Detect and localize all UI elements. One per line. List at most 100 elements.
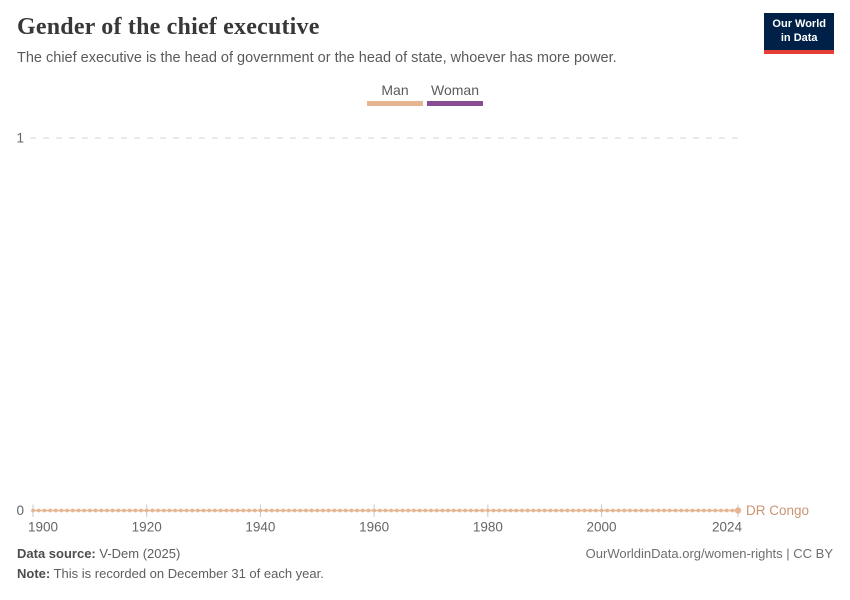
data-point-1942 (269, 508, 274, 513)
data-point-1900 (31, 508, 35, 513)
data-point-1987 (525, 508, 530, 513)
data-point-2004 (622, 508, 627, 513)
data-point-1961 (377, 508, 382, 513)
data-point-1996 (576, 508, 581, 513)
data-point-1956 (349, 508, 354, 513)
data-point-1950 (315, 508, 320, 513)
data-point-1934 (224, 508, 229, 513)
y-axis-label-0: 0 (16, 503, 24, 518)
x-axis-label-2000: 2000 (587, 520, 617, 535)
data-point-2007 (639, 508, 644, 513)
data-point-1905 (59, 508, 64, 513)
data-point-1930 (201, 508, 206, 513)
data-point-1906 (65, 508, 70, 513)
data-point-1962 (383, 508, 388, 513)
data-point-1937 (241, 508, 246, 513)
data-point-1947 (298, 508, 303, 513)
data-point-1980 (485, 508, 490, 513)
legend-item-woman[interactable]: Woman (427, 82, 483, 106)
footer-left: Data source: V-Dem (2025) Note: This is … (17, 544, 324, 584)
data-point-1931 (207, 508, 212, 513)
legend-item-man[interactable]: Man (367, 82, 423, 106)
data-point-1935 (230, 508, 234, 513)
data-point-1958 (360, 508, 365, 513)
x-axis-label-1980: 1980 (473, 520, 503, 535)
data-point-1981 (491, 508, 496, 513)
data-point-1988 (531, 508, 536, 513)
data-point-1926 (178, 508, 183, 513)
data-point-1925 (173, 508, 178, 513)
data-point-1966 (406, 508, 411, 513)
data-point-1974 (451, 508, 456, 513)
data-point-1944 (281, 508, 286, 513)
data-point-1933 (218, 508, 223, 513)
data-source-line: Data source: V-Dem (2025) (17, 544, 324, 564)
data-point-1923 (161, 508, 166, 513)
chart-subtitle: The chief executive is the head of gover… (17, 50, 617, 66)
data-point-1955 (343, 508, 348, 513)
data-point-1932 (213, 508, 217, 513)
data-point-1976 (463, 508, 467, 513)
data-point-1993 (559, 508, 564, 513)
data-point-1920 (144, 508, 149, 513)
legend-swatch (367, 101, 423, 106)
series-entity-label[interactable]: DR Congo (746, 503, 809, 518)
credit-link[interactable]: OurWorldinData.org/women-rights | CC BY (585, 546, 833, 561)
data-point-2017 (696, 508, 701, 513)
data-point-1975 (457, 508, 462, 513)
data-point-2005 (628, 508, 632, 513)
data-point-1917 (127, 508, 132, 513)
data-point-2008 (645, 508, 649, 513)
data-point-1979 (480, 508, 485, 513)
data-point-2011 (662, 508, 666, 513)
data-point-1977 (468, 508, 473, 513)
y-axis-label-1: 1 (16, 131, 24, 146)
x-axis-label-1920: 1920 (132, 520, 162, 535)
data-point-1995 (571, 508, 576, 513)
data-point-1991 (548, 508, 553, 513)
data-point-2021 (719, 508, 723, 513)
data-point-2023 (730, 508, 735, 513)
legend-label: Woman (431, 82, 479, 98)
data-point-1970 (429, 508, 433, 513)
owid-logo-line1: Our World (772, 18, 826, 30)
data-point-1903 (48, 508, 52, 513)
data-point-1985 (514, 508, 519, 513)
data-point-1945 (286, 508, 291, 513)
data-point-1949 (309, 508, 314, 513)
data-point-1964 (394, 508, 399, 513)
data-point-1910 (87, 508, 92, 513)
data-point-2000 (599, 508, 604, 513)
data-point-1959 (366, 508, 371, 513)
data-point-1999 (593, 508, 598, 513)
data-point-2012 (667, 508, 672, 513)
data-point-2015 (684, 508, 689, 513)
data-point-1957 (355, 508, 359, 513)
data-point-1913 (105, 508, 109, 513)
data-point-2002 (611, 508, 615, 513)
data-point-2014 (679, 508, 684, 513)
data-point-1992 (554, 508, 558, 513)
data-point-1952 (326, 508, 331, 513)
data-point-1960 (372, 508, 377, 513)
data-point-1919 (139, 508, 143, 513)
data-point-2019 (707, 508, 712, 513)
data-point-1943 (275, 508, 280, 513)
legend-swatch (427, 101, 483, 106)
data-point-1965 (400, 508, 405, 513)
data-point-1978 (474, 508, 479, 513)
data-point-2010 (656, 508, 661, 513)
data-point-1915 (116, 508, 121, 513)
chart-footer: Data source: V-Dem (2025) Note: This is … (17, 544, 833, 584)
data-point-1994 (565, 508, 570, 513)
data-point-1971 (434, 508, 439, 513)
data-point-2022 (724, 508, 729, 513)
owid-logo[interactable]: Our World in Data (764, 13, 834, 54)
data-point-1911 (93, 508, 98, 513)
data-point-1938 (247, 508, 251, 513)
data-point-1941 (264, 508, 269, 513)
data-point-1967 (412, 508, 416, 513)
data-point-1963 (389, 508, 394, 513)
data-point-1948 (304, 508, 308, 513)
